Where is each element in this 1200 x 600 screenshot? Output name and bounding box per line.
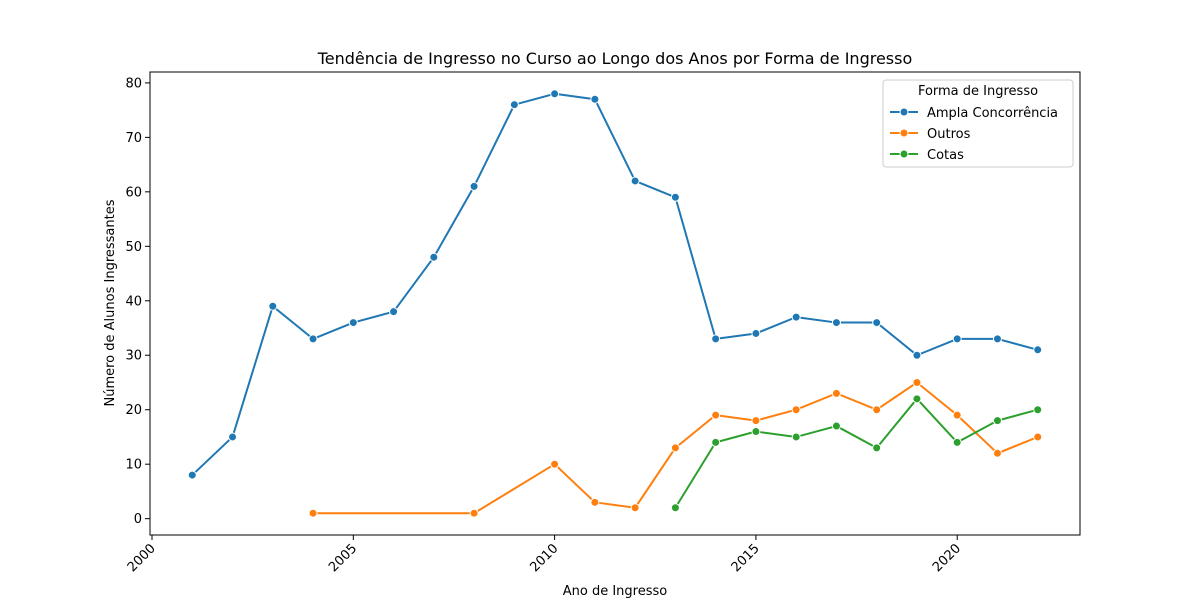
data-point bbox=[187, 470, 197, 480]
data-point bbox=[590, 94, 600, 104]
data-point bbox=[550, 459, 560, 469]
data-point bbox=[550, 89, 560, 99]
data-point bbox=[751, 328, 761, 338]
legend-marker bbox=[899, 107, 909, 117]
data-point bbox=[992, 448, 1002, 458]
data-point bbox=[952, 334, 962, 344]
data-point bbox=[590, 497, 600, 507]
y-axis: 0 10 20 30 40 50 60 70 80 bbox=[125, 76, 150, 527]
legend-label: Cotas bbox=[927, 148, 964, 163]
data-point bbox=[308, 334, 318, 344]
legend-entry: Ampla Concorrência bbox=[890, 106, 1058, 121]
data-point bbox=[469, 508, 479, 518]
x-tick-label: 2010 bbox=[527, 541, 561, 575]
data-point bbox=[1033, 345, 1043, 355]
series-line bbox=[191, 92, 1038, 476]
data-point bbox=[872, 318, 882, 328]
y-tick-label: 20 bbox=[125, 403, 142, 418]
legend: Forma de Ingresso Ampla Concorrência Outr… bbox=[882, 79, 1074, 168]
data-point bbox=[992, 334, 1002, 344]
series-layer bbox=[187, 89, 1043, 518]
data-point bbox=[1033, 405, 1043, 415]
data-point bbox=[831, 421, 841, 431]
data-point bbox=[872, 405, 882, 415]
y-tick-label: 80 bbox=[125, 76, 142, 91]
data-point bbox=[389, 307, 399, 317]
data-point bbox=[831, 318, 841, 328]
data-point bbox=[831, 388, 841, 398]
data-point bbox=[1033, 432, 1043, 442]
data-point bbox=[711, 410, 721, 420]
data-point bbox=[429, 252, 439, 262]
plot-area bbox=[149, 71, 1081, 536]
data-point bbox=[872, 443, 882, 453]
legend-label: Outros bbox=[927, 127, 971, 142]
legend-entry: Cotas bbox=[890, 148, 964, 163]
legend-entry: Outros bbox=[890, 127, 971, 142]
data-point bbox=[469, 181, 479, 191]
legend-title: Forma de Ingresso bbox=[918, 84, 1038, 99]
data-point bbox=[751, 427, 761, 437]
series-2 bbox=[670, 394, 1043, 513]
legend-entries: Ampla Concorrência Outros Cotas bbox=[890, 106, 1058, 163]
x-tick-label: 2005 bbox=[326, 541, 360, 575]
y-axis-label: Número de Alunos Ingressantes bbox=[103, 199, 118, 406]
data-point bbox=[308, 508, 318, 518]
legend-label: Ampla Concorrência bbox=[927, 106, 1058, 121]
data-point bbox=[791, 432, 801, 442]
x-axis: 2000 2005 2010 2015 2020 bbox=[125, 535, 964, 575]
legend-marker bbox=[899, 128, 909, 138]
data-point bbox=[952, 410, 962, 420]
data-point bbox=[268, 301, 278, 311]
x-tick-label: 2015 bbox=[729, 541, 763, 575]
data-point bbox=[348, 318, 358, 328]
chart-title: Tendência de Ingresso no Curso ao Longo … bbox=[317, 49, 913, 68]
y-tick-label: 30 bbox=[125, 349, 142, 364]
y-tick-label: 50 bbox=[125, 240, 142, 255]
data-point bbox=[509, 100, 519, 110]
data-point bbox=[912, 350, 922, 360]
x-axis-label: Ano de Ingresso bbox=[563, 584, 668, 599]
data-point bbox=[228, 432, 238, 442]
data-point bbox=[670, 192, 680, 202]
legend-marker bbox=[899, 149, 909, 159]
series-1 bbox=[308, 377, 1043, 518]
y-tick-label: 0 bbox=[134, 512, 142, 527]
y-tick-label: 10 bbox=[125, 458, 142, 473]
y-tick-label: 70 bbox=[125, 131, 142, 146]
y-tick-label: 60 bbox=[125, 185, 142, 200]
data-point bbox=[992, 416, 1002, 426]
data-point bbox=[711, 334, 721, 344]
data-point bbox=[912, 394, 922, 404]
x-tick-label: 2020 bbox=[930, 541, 964, 575]
series-line bbox=[674, 397, 1038, 509]
legend-box bbox=[882, 79, 1074, 168]
y-tick-label: 40 bbox=[125, 294, 142, 309]
data-point bbox=[630, 176, 640, 186]
data-point bbox=[630, 503, 640, 513]
data-point bbox=[751, 416, 761, 426]
series-0 bbox=[187, 89, 1043, 480]
data-point bbox=[952, 437, 962, 447]
data-point bbox=[912, 377, 922, 387]
data-point bbox=[711, 437, 721, 447]
data-point bbox=[670, 443, 680, 453]
data-point bbox=[791, 405, 801, 415]
x-tick-label: 2000 bbox=[125, 541, 159, 575]
data-point bbox=[670, 503, 680, 513]
data-point bbox=[791, 312, 801, 322]
